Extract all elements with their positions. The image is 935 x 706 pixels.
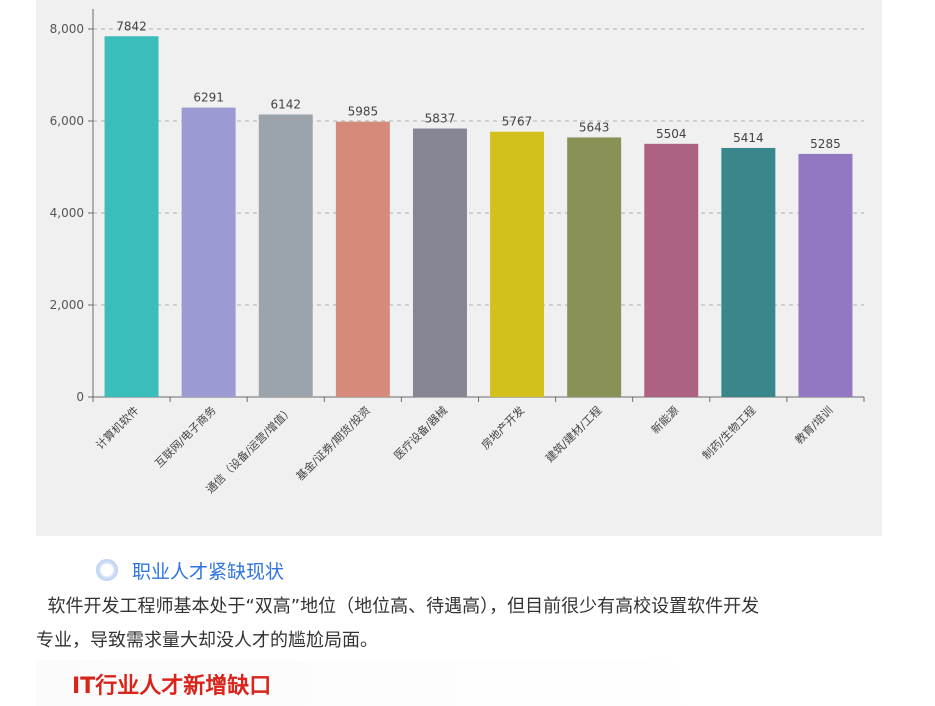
y-tick-label: 6,000 <box>50 114 84 128</box>
section-header: 职业人才紧缺现状 <box>96 557 284 583</box>
data-label: 5414 <box>733 131 764 145</box>
bar <box>258 114 313 397</box>
bar <box>412 128 467 398</box>
body-line-1: 软件开发工程师基本处于“双高”地位（地位高、待遇高），但目前很少有高校设置软件开… <box>36 596 760 617</box>
y-tick-label: 8,000 <box>50 22 84 36</box>
x-tick-label: 房地产开发 <box>478 403 527 452</box>
x-tick-label: 建筑/建材/工程 <box>542 403 604 465</box>
bar <box>798 153 853 397</box>
bar <box>181 107 236 397</box>
it-banner: IT行业人才新增缺口 <box>36 660 736 706</box>
x-tick-label: 互联网/电子商务 <box>152 403 219 470</box>
y-tick-label: 2,000 <box>50 298 84 312</box>
data-label: 6291 <box>193 91 224 105</box>
x-tick-label: 通信（设备/运营/增值） <box>203 403 296 496</box>
x-tick-label: 新能源 <box>648 403 681 436</box>
chart-panel: 0 2,000 4,000 6,000 8,000 7842 计算机软件 6291 互联网/电子… <box>36 0 882 536</box>
banner-title: IT行业人才新增缺口 <box>72 674 272 699</box>
data-label: 6142 <box>270 97 301 111</box>
bar <box>104 36 159 397</box>
x-tick-label: 制药/生物工程 <box>699 403 758 462</box>
bar <box>567 137 622 397</box>
x-tick-label: 教育/培训 <box>792 403 836 447</box>
bar <box>721 147 776 397</box>
data-label: 5643 <box>579 120 610 134</box>
data-label: 5504 <box>656 127 687 141</box>
data-label: 7842 <box>116 19 147 33</box>
bar <box>644 143 699 397</box>
x-tick-label: 计算机软件 <box>93 403 142 452</box>
body-line-2: 专业，导致需求量大却没人才的尴尬局面。 <box>36 630 378 651</box>
y-tick-label: 0 <box>76 390 84 404</box>
body-paragraph: 软件开发工程师基本处于“双高”地位（地位高、待遇高），但目前很少有高校设置软件开… <box>36 590 896 658</box>
x-tick-label: 医疗设备/器械 <box>391 403 450 462</box>
data-label: 5985 <box>348 105 379 119</box>
data-label: 5837 <box>425 111 456 125</box>
salary-bar-chart: 0 2,000 4,000 6,000 8,000 7842 计算机软件 6291 互联网/电子… <box>50 9 865 496</box>
data-label: 5767 <box>502 115 533 129</box>
data-label: 5285 <box>810 137 841 151</box>
bar <box>490 131 545 397</box>
section-title: 职业人才紧缺现状 <box>132 560 285 583</box>
y-tick-label: 4,000 <box>50 206 84 220</box>
circle-icon <box>96 559 118 581</box>
x-tick-label: 基金/证券/期货/投资 <box>293 403 373 483</box>
bar <box>335 121 390 397</box>
